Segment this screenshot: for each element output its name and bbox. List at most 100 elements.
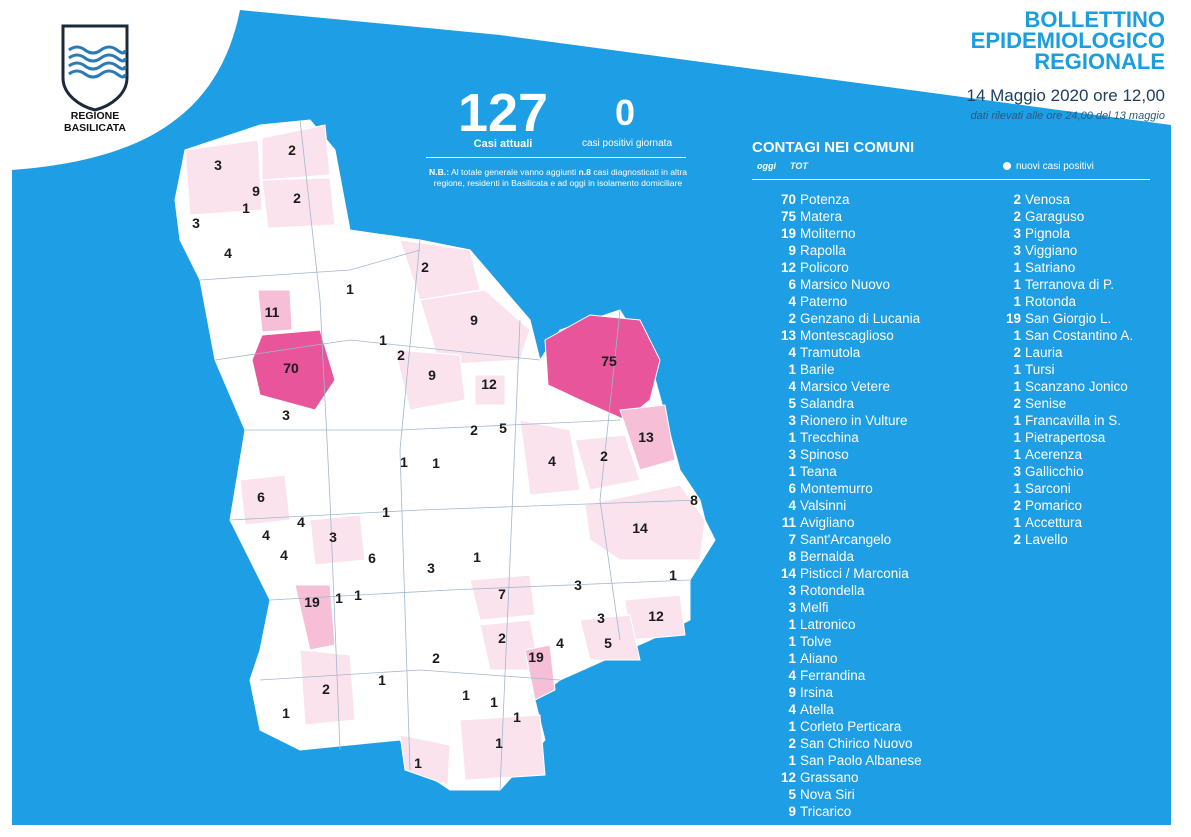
municipality-row: 1 Accettura xyxy=(1005,514,1133,531)
logo-line-1: REGIONE xyxy=(70,110,120,122)
case-count: 2 xyxy=(788,736,796,751)
map-case-label: 3 xyxy=(192,215,200,231)
municipality-name: Tursi xyxy=(1025,362,1055,377)
municipality-row: 4 Paterno xyxy=(760,293,922,310)
map-case-label: 1 xyxy=(378,672,386,688)
case-count: 3 xyxy=(788,583,796,598)
municipality-row: 7 Sant'Arcangelo xyxy=(760,531,922,548)
case-count: 3 xyxy=(1013,464,1021,479)
case-count: 2 xyxy=(1013,396,1021,411)
map-case-label: 8 xyxy=(690,492,698,508)
map-case-label: 1 xyxy=(354,587,362,603)
municipality-name: Tolve xyxy=(800,634,832,649)
data-timestamp-note: dati rilevati alle ore 24,00 del 13 magg… xyxy=(970,110,1165,122)
case-count: 14 xyxy=(780,566,796,581)
map-case-label: 1 xyxy=(513,709,521,725)
case-count: 1 xyxy=(1013,413,1021,428)
municipality-name: Trecchina xyxy=(800,430,859,445)
map-case-label: 12 xyxy=(648,608,664,624)
active-cases-label: Casi attuali xyxy=(473,138,533,150)
active-cases-value: 127 xyxy=(457,83,549,143)
case-count: 3 xyxy=(788,600,796,615)
case-count: 4 xyxy=(788,498,796,513)
case-count: 19 xyxy=(780,226,796,241)
municipality-row: 1 San Paolo Albanese xyxy=(760,752,921,769)
municipality-row: 1 San Costantino A. xyxy=(1005,327,1133,344)
municipality-name: Viggiano xyxy=(1025,243,1078,258)
municipality-area xyxy=(474,374,506,406)
logo-line-2: BASILICATA xyxy=(63,122,127,134)
map-case-label: 1 xyxy=(473,549,481,565)
map-case-label: 3 xyxy=(214,157,222,173)
map-case-label: 1 xyxy=(495,735,503,751)
municipality-area xyxy=(519,419,581,496)
case-count: 12 xyxy=(780,260,796,275)
map-case-label: 4 xyxy=(556,635,564,651)
municipality-row: 14 Pisticci / Marconia xyxy=(760,565,922,582)
case-count: 75 xyxy=(780,209,796,224)
case-count: 1 xyxy=(1013,277,1021,292)
map-case-label: 2 xyxy=(498,630,506,646)
map-case-label: 2 xyxy=(293,190,301,206)
municipality-row: 3 Melfi xyxy=(760,599,922,616)
case-count: 3 xyxy=(788,413,796,428)
case-count: 9 xyxy=(788,685,796,700)
municipality-area xyxy=(469,574,536,621)
municipality-area xyxy=(184,139,263,216)
map-case-label: 6 xyxy=(368,550,376,566)
municipality-row: 8 Bernalda xyxy=(760,548,922,565)
municipality-area xyxy=(459,714,546,781)
case-count: 1 xyxy=(1013,515,1021,530)
map-case-label: 2 xyxy=(397,347,405,363)
municipality-name: Sant'Arcangelo xyxy=(800,532,892,547)
map-case-label: 1 xyxy=(432,455,440,471)
nb-count: n.8 xyxy=(578,167,591,177)
case-count: 1 xyxy=(1013,362,1021,377)
case-count: 6 xyxy=(788,481,796,496)
case-count: 9 xyxy=(788,804,796,819)
case-count: 1 xyxy=(1013,260,1021,275)
municipality-name: San Chirico Nuovo xyxy=(800,736,913,751)
municipality-name: Tricarico xyxy=(800,804,852,819)
municipality-row: 2 Garaguso xyxy=(1005,208,1133,225)
map-case-label: 4 xyxy=(224,245,232,261)
municipality-name: Irsina xyxy=(800,685,834,700)
map-case-label: 2 xyxy=(470,422,478,438)
map-case-label: 9 xyxy=(252,183,260,199)
municipality-name: Valsinni xyxy=(800,498,847,513)
legend: nuovi casi positivi xyxy=(1003,161,1094,172)
map-case-label: 2 xyxy=(600,448,608,464)
case-count: 2 xyxy=(1013,209,1021,224)
map-case-label: 3 xyxy=(597,610,605,626)
municipality-name: Satriano xyxy=(1025,260,1076,275)
municipality-name: Pisticci / Marconia xyxy=(800,566,909,581)
municipality-name: Lauria xyxy=(1025,345,1063,360)
municipality-row: 3 Gallicchio xyxy=(1005,463,1133,480)
nb-prefix: N.B.: xyxy=(429,167,450,177)
case-count: 2 xyxy=(1013,345,1021,360)
municipality-row: 9 Irsina xyxy=(760,684,922,701)
case-count: 1 xyxy=(1013,430,1021,445)
municipality-row: 12 Grassano xyxy=(760,769,922,786)
municipality-row: 19 Moliterno xyxy=(760,225,922,242)
case-count: 11 xyxy=(781,515,796,530)
case-count: 2 xyxy=(1013,532,1021,547)
municipality-name: Salandra xyxy=(800,396,855,411)
municipality-row: 3 Rotondella xyxy=(760,582,922,599)
case-count: 5 xyxy=(788,787,796,802)
municipality-name: Avigliano xyxy=(800,515,855,530)
municipality-row: 13 Montescaglioso xyxy=(760,327,922,344)
municipality-row: 4 Ferrandina xyxy=(760,667,922,684)
municipality-row: 11 Avigliano xyxy=(760,514,922,531)
municipality-row: 1 Trecchina xyxy=(760,429,922,446)
municipality-name: Atella xyxy=(800,702,834,717)
case-count: 4 xyxy=(788,668,796,683)
municipality-row: 2 Lavello xyxy=(1005,531,1133,548)
municipality-name: Ferrandina xyxy=(800,668,866,683)
municipality-name: Acerenza xyxy=(1025,447,1083,462)
municipality-row: 1 Teana xyxy=(760,463,922,480)
municipality-area xyxy=(257,289,293,333)
municipality-name: Barile xyxy=(800,362,835,377)
municipality-name: San Giorgio L. xyxy=(1025,311,1112,326)
